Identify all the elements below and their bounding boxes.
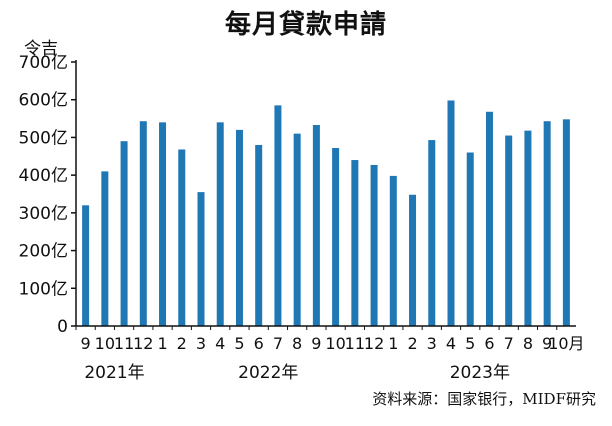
x-tick-label: 2 — [177, 334, 187, 353]
bar — [543, 121, 551, 326]
x-tick-label: 9 — [311, 334, 321, 353]
bar — [562, 119, 570, 326]
bar — [370, 164, 378, 326]
bar — [485, 111, 493, 326]
y-tick-label: 200亿 — [19, 242, 68, 262]
bar — [409, 194, 417, 326]
x-tick-label: 11 — [345, 334, 365, 353]
bar — [139, 121, 147, 326]
year-label: 2022年 — [238, 363, 298, 383]
bar — [120, 141, 128, 326]
y-tick-label: 700亿 — [19, 53, 68, 73]
x-tick-label: 12 — [364, 334, 384, 353]
bar — [82, 205, 90, 326]
bar — [428, 140, 436, 326]
bar — [389, 175, 397, 326]
x-tick-label: 5 — [234, 334, 244, 353]
bars — [82, 100, 570, 327]
y-tick-label: 400亿 — [19, 166, 68, 186]
x-tick-label: 3 — [196, 334, 206, 353]
chart-title: 每月貸款申請 — [224, 10, 387, 40]
bar — [178, 149, 186, 326]
bar — [274, 105, 282, 326]
source-note: 资料来源：国家银行，MIDF研究 — [372, 390, 596, 408]
y-tick-label: 100亿 — [19, 279, 68, 299]
y-tick-label: 600亿 — [19, 91, 68, 111]
year-label: 2021年 — [84, 363, 144, 383]
bar — [216, 122, 224, 326]
y-tick-label: 0 — [57, 317, 68, 337]
x-tick-label: 11 — [114, 334, 134, 353]
bar — [255, 144, 263, 326]
x-tick-label: 2 — [407, 334, 417, 353]
x-tick-label: 6 — [254, 334, 264, 353]
x-tick-label: 1 — [388, 334, 398, 353]
bar — [447, 100, 455, 327]
x-tick-label: 8 — [292, 334, 302, 353]
x-tick-label: 8 — [523, 334, 533, 353]
bar — [312, 124, 320, 327]
y-tick-label: 500亿 — [19, 128, 68, 148]
x-tick-label: 12 — [133, 334, 153, 353]
bar — [293, 133, 301, 326]
bar — [466, 152, 474, 326]
x-tick-label: 9 — [81, 334, 91, 353]
y-axis: 0 100亿 200亿 300亿 400亿 500亿 600亿 700亿 — [19, 53, 77, 337]
bar — [332, 147, 340, 326]
x-tick-label: 1 — [157, 334, 167, 353]
x-tick-label: 10月 — [548, 334, 584, 353]
x-tick-label: 4 — [446, 334, 456, 353]
bar — [159, 122, 167, 326]
y-axis-unit-label: 令吉 — [24, 39, 58, 59]
x-tick-label: 3 — [427, 334, 437, 353]
x-tick-label: 7 — [504, 334, 514, 353]
bar — [101, 171, 109, 326]
bar — [351, 160, 359, 326]
x-tick-label: 7 — [273, 334, 283, 353]
x-tick-label: 5 — [465, 334, 475, 353]
x-tick-label: 10 — [325, 334, 345, 353]
x-tick-label: 10 — [95, 334, 115, 353]
x-tick-label: 9 — [542, 334, 552, 353]
y-tick-label: 300亿 — [19, 204, 68, 224]
bar — [524, 130, 532, 326]
bar — [235, 129, 243, 326]
year-label: 2023年 — [450, 363, 510, 383]
bar — [505, 135, 513, 326]
x-tick-label: 4 — [215, 334, 225, 353]
x-tick-label: 6 — [484, 334, 494, 353]
bar — [197, 192, 205, 326]
year-labels: 2021年 2022年 2023年 — [84, 363, 510, 383]
